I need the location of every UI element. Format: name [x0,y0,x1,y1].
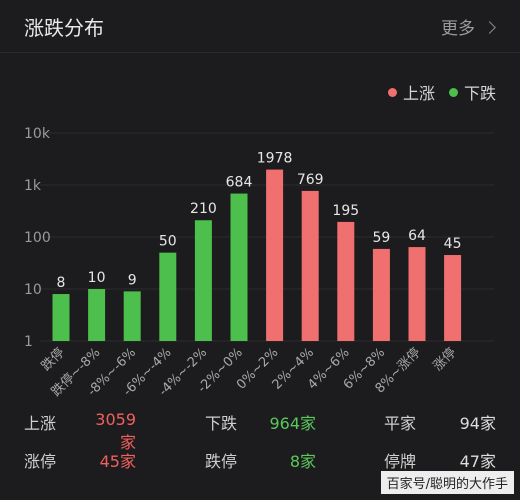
y-tick-label: 100 [24,230,51,246]
suspended-value: 47家 [459,452,496,471]
card-title: 涨跌分布 [24,16,104,40]
legend-dot-up [387,87,397,97]
x-category-label: 涨停 [430,345,460,375]
bar [230,193,248,341]
y-tick-label: 10 [24,282,42,298]
down-count-value: 964家 [269,414,316,433]
bar [444,255,462,341]
bar [337,221,355,341]
bar-value-label: 45 [444,236,462,252]
bar [123,291,141,341]
y-tick-label: 1k [24,178,42,194]
bar-value-label: 1978 [257,151,293,167]
legend-label-up: 上涨 [402,84,435,103]
bar-value-label: 59 [372,230,390,246]
flat-count-value: 94家 [459,414,496,433]
source-watermark: 百家号/聪明的大作手 [380,471,514,494]
bar-value-label: 769 [297,172,324,188]
card-header: 涨跌分布 更多 [0,0,520,56]
bar-value-label: 50 [159,234,177,250]
bar [408,247,426,341]
bar [266,169,284,341]
bar-value-label: 210 [190,201,217,217]
y-tick-label: 1 [24,334,33,350]
stats-row-2: 涨停 45家 跌停 8家 停牌 47家 [0,448,520,478]
limit-up-value: 45家 [99,452,136,471]
bar [52,294,70,341]
up-count-label: 上涨 [24,414,57,433]
flat-count-label: 平家 [384,414,417,433]
more-label: 更多 [441,19,475,39]
stats-row-1: 上涨 3059家 下跌 964家 平家 94家 [0,410,520,452]
bar [194,220,212,341]
y-tick-label: 10k [24,126,51,142]
limit-down-label: 跌停 [205,452,238,471]
bar [159,252,177,341]
limit-up-label: 涨停 [24,452,57,471]
limit-down-value: 8家 [289,452,316,471]
chevron-right-icon [483,20,496,34]
chart-legend: 上涨 下跌 [387,80,496,104]
down-count-label: 下跌 [205,414,238,433]
x-category-label: 跌停 [38,345,68,375]
up-count-value: 3059家 [95,410,136,452]
bar-value-label: 64 [408,228,426,244]
distribution-bar-chart: 10k1k1001018跌停10跌停~-8%9-8%~-6%50-6%~-4%2… [24,126,494,400]
bar-value-label: 684 [226,175,253,191]
legend-dot-down [448,87,458,97]
bar-value-label: 8 [57,275,66,291]
bar [372,248,390,341]
bar-value-label: 9 [128,272,137,288]
legend-label-down: 下跌 [463,84,496,103]
suspended-label: 停牌 [384,452,417,471]
bar [88,289,106,341]
legend-item-down: 下跌 [448,80,496,104]
more-link[interactable]: 更多 [441,14,496,39]
legend-item-up: 上涨 [387,80,435,104]
bar-value-label: 195 [332,203,359,219]
header-divider [0,52,520,53]
bar-value-label: 10 [88,270,106,286]
bar [301,190,319,341]
